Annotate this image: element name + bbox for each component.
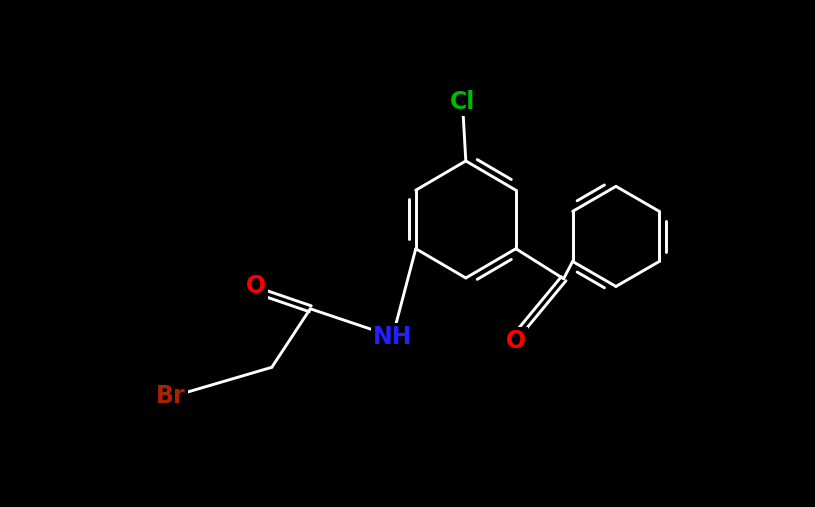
Text: Br: Br bbox=[156, 384, 186, 408]
Text: NH: NH bbox=[373, 324, 412, 348]
Text: O: O bbox=[506, 329, 526, 353]
Text: Cl: Cl bbox=[450, 90, 475, 115]
Text: O: O bbox=[246, 274, 267, 298]
